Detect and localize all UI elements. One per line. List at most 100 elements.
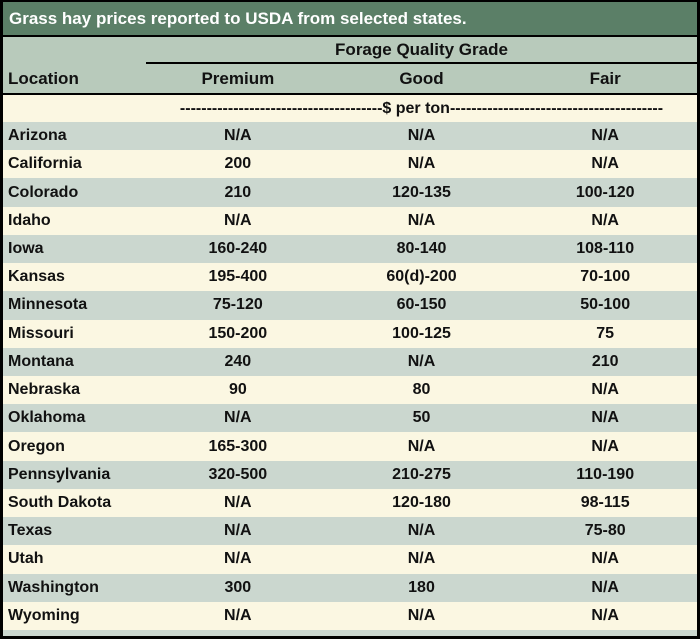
table-row: Nebraska 90 80 N/A <box>3 375 697 405</box>
premium-cell: 165-300 <box>208 437 268 455</box>
fair-cell: 75 <box>596 324 615 342</box>
good-cell: 50 <box>412 409 431 427</box>
fair-cell: N/A <box>591 127 619 145</box>
fair-cell: 100-120 <box>575 183 635 201</box>
location-cell: Wyoming <box>8 606 80 624</box>
good-cell: 120-135 <box>392 183 451 201</box>
table-row: California 200 N/A N/A <box>3 150 697 179</box>
table-row: Iowa 160-240 80-140 108-110 <box>3 234 697 264</box>
good-cell: 60-150 <box>396 296 447 314</box>
good-cell: N/A <box>407 211 436 229</box>
fair-cell: 75-80 <box>584 522 626 540</box>
good-cell: 180 <box>408 578 435 596</box>
table-row: Oregon 165-300 N/A N/A <box>3 432 697 461</box>
table-row: Pennsylvania 320-500 210-275 110-190 <box>3 460 697 489</box>
premium-cell: N/A <box>224 522 252 540</box>
premium-cell: N/A <box>224 127 252 145</box>
location-cell: Idaho <box>8 211 51 229</box>
location-column-header: Location <box>8 69 79 88</box>
table-row: Wyoming N/A N/A N/A <box>3 601 697 630</box>
table-row: Utah N/A N/A N/A <box>3 545 697 574</box>
forage-grade-header-group: Forage Quality Grade Premium Good Fair <box>146 37 697 93</box>
good-cell: N/A <box>407 127 436 145</box>
fair-column-header: Fair <box>589 69 621 88</box>
table-row: Texas N/A N/A 75-80 <box>3 517 697 546</box>
premium-cell: 160-240 <box>208 239 268 257</box>
fair-cell: 98-115 <box>580 493 630 511</box>
premium-cell: 150-200 <box>208 324 268 342</box>
premium-cell: 240 <box>224 352 252 370</box>
forage-quality-grade-label: Forage Quality Grade <box>146 37 697 64</box>
fair-cell: 210 <box>591 352 619 370</box>
premium-cell: N/A <box>224 409 252 427</box>
location-cell: Montana <box>8 352 74 370</box>
table-row: Oklahoma N/A 50 N/A <box>3 404 697 433</box>
location-cell: Texas <box>8 522 53 540</box>
location-cell: Kansas <box>8 268 65 286</box>
units-label: --------------------------------------$ … <box>179 99 664 117</box>
location-cell: Pennsylvania <box>8 465 111 483</box>
premium-cell: N/A <box>224 493 252 511</box>
location-cell: California <box>8 155 82 173</box>
location-cell: Utah <box>8 550 44 568</box>
location-cell: Missouri <box>8 324 74 342</box>
good-cell: 100-125 <box>392 324 451 342</box>
premium-cell: N/A <box>224 550 252 568</box>
good-cell: 80 <box>412 381 431 399</box>
fair-cell: N/A <box>591 155 619 173</box>
location-cell: Oregon <box>8 437 65 455</box>
good-cell: N/A <box>407 155 436 173</box>
premium-cell: 320-500 <box>208 465 268 483</box>
location-cell: Colorado <box>8 183 79 201</box>
fair-cell: N/A <box>591 606 619 624</box>
fair-cell: N/A <box>591 211 619 229</box>
premium-cell: N/A <box>224 211 252 229</box>
table-row: Idaho N/A N/A N/A <box>3 206 697 235</box>
fair-cell: N/A <box>591 550 619 568</box>
premium-cell: 300 <box>224 578 252 596</box>
table-row: South Dakota N/A 120-180 98-115 <box>3 488 697 518</box>
table-row: Kansas 195-400 60(d)-200 70-100 <box>3 263 697 292</box>
good-cell: N/A <box>407 352 436 370</box>
fair-cell: N/A <box>591 381 619 399</box>
fair-cell: N/A <box>591 409 619 427</box>
bottom-strip <box>3 630 697 636</box>
good-cell: N/A <box>407 606 436 624</box>
fair-cell: N/A <box>591 578 619 596</box>
table-row: Minnesota 75-120 60-150 50-100 <box>3 291 697 320</box>
good-cell: 210-275 <box>392 465 451 483</box>
premium-cell: 210 <box>224 183 252 201</box>
table-header: Location Forage Quality Grade Premium Go… <box>3 37 697 95</box>
units-row: --------------------------------------$ … <box>3 95 697 122</box>
good-cell: 80-140 <box>396 239 447 257</box>
fair-cell: N/A <box>591 437 619 455</box>
fair-cell: 108-110 <box>576 239 635 257</box>
grade-column-headers: Premium Good Fair <box>146 64 697 93</box>
table-title: Grass hay prices reported to USDA from s… <box>3 2 697 37</box>
table-row: Missouri 150-200 100-125 75 <box>3 319 697 348</box>
location-cell: South Dakota <box>8 493 112 511</box>
premium-cell: 90 <box>228 381 247 399</box>
premium-cell: 200 <box>224 155 252 173</box>
good-cell: N/A <box>407 550 436 568</box>
table-row: Montana 240 N/A 210 <box>3 347 697 376</box>
location-cell: Arizona <box>8 127 67 145</box>
good-cell: N/A <box>407 437 436 455</box>
good-column-header: Good <box>399 69 444 88</box>
fair-cell: 70-100 <box>580 268 631 286</box>
fair-cell: 110-190 <box>576 465 635 483</box>
location-cell: Oklahoma <box>8 409 86 427</box>
table-row: Washington 300 180 N/A <box>3 573 697 602</box>
premium-cell: 75-120 <box>212 296 263 314</box>
table-row: Colorado 210 120-135 100-120 <box>3 178 697 207</box>
premium-cell: N/A <box>224 606 252 624</box>
table-row: Arizona N/A N/A N/A <box>3 122 697 151</box>
good-cell: N/A <box>407 522 436 540</box>
location-cell: Washington <box>8 578 99 596</box>
table-body: Arizona N/A N/A N/A California 200 N/A N… <box>3 122 697 630</box>
fair-cell: 50-100 <box>580 296 631 314</box>
premium-column-header: Premium <box>201 69 275 88</box>
premium-cell: 195-400 <box>208 268 268 286</box>
location-cell: Nebraska <box>8 381 81 399</box>
